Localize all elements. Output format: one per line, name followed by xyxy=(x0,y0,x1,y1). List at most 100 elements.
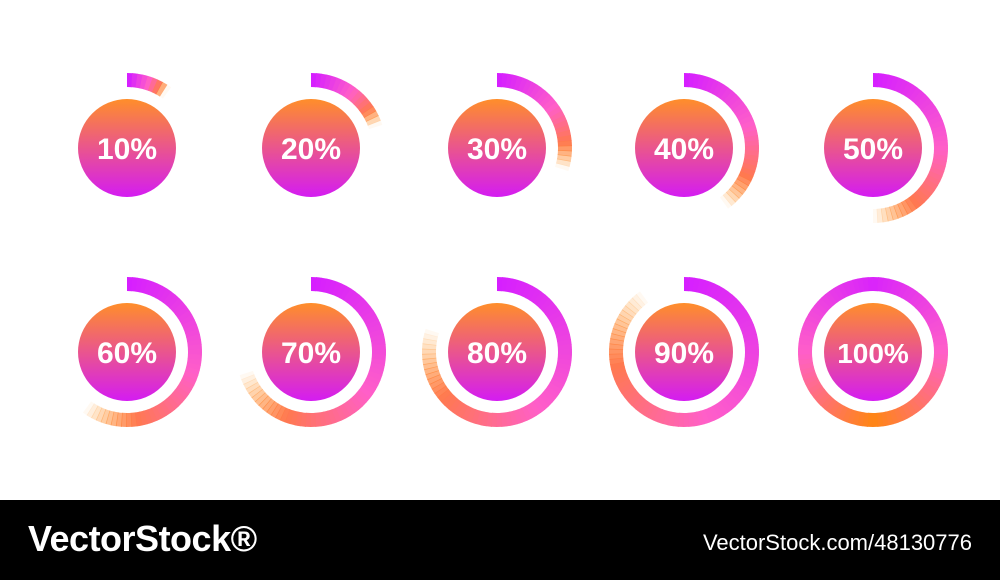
progress-arc-segment xyxy=(925,378,941,391)
progress-arc-segment xyxy=(799,361,814,371)
progress-arc-segment xyxy=(881,277,890,293)
progress-arc-segment xyxy=(315,73,323,88)
progress-arc-segment xyxy=(662,410,672,426)
progress-arc-segment xyxy=(930,162,946,172)
progress-arc-segment xyxy=(877,73,885,88)
progress-arc-segment xyxy=(181,374,197,386)
progress-arc-segment xyxy=(319,277,328,293)
progress-arc-segment xyxy=(923,382,938,395)
progress-arc-segment xyxy=(609,357,624,366)
progress-arc-segment xyxy=(744,338,759,347)
progress-arc-segment xyxy=(424,328,440,338)
progress-arc-segment xyxy=(339,285,352,301)
progress-arc-segment xyxy=(86,403,99,419)
progress-arc-segment xyxy=(688,73,696,88)
progress-label: 60% xyxy=(97,337,157,370)
progress-arc-segment xyxy=(743,154,759,162)
progress-arc-segment xyxy=(901,199,913,215)
progress-arc-segment xyxy=(105,410,115,426)
progress-arc-segment xyxy=(131,277,139,292)
progress-arc-segment xyxy=(139,74,149,90)
progress-arc-segment xyxy=(667,411,676,427)
progress-arc-segment xyxy=(628,297,643,312)
progress-arc-segment xyxy=(363,110,379,122)
progress-arc-segment xyxy=(885,74,895,90)
progress-arc-segment xyxy=(346,291,360,306)
progress-arc-segment xyxy=(315,277,323,292)
progress-arc-segment xyxy=(738,170,754,182)
progress-arc-segment xyxy=(556,358,572,366)
progress-arc-segment xyxy=(535,395,550,410)
progress-arc-segment xyxy=(893,281,905,297)
progress-arc-segment xyxy=(612,323,628,334)
progress-arc-segment xyxy=(842,281,853,297)
progress-arc-segment xyxy=(808,309,823,322)
progress-arc-segment xyxy=(554,162,570,172)
progress-arc-segment xyxy=(346,87,360,102)
progress-arc-segment xyxy=(861,412,869,427)
progress-arc-segment xyxy=(740,166,756,177)
progress-arc-segment xyxy=(542,301,557,316)
progress-arc-segment xyxy=(501,73,509,88)
progress-arc-segment xyxy=(544,386,560,399)
progress-arc-segment xyxy=(361,106,377,119)
progress-arc-segment xyxy=(824,290,838,306)
progress-arc-segment xyxy=(323,74,333,90)
progress-arc-segment xyxy=(716,288,729,304)
progress-arc-segment xyxy=(353,298,368,312)
progress-arc-segment xyxy=(323,278,333,294)
progress-arc-segment xyxy=(248,385,263,399)
progress-arc-segment xyxy=(722,191,737,206)
progress-arc-segment xyxy=(187,338,202,347)
progress-disc xyxy=(262,303,360,401)
progress-arc-segment xyxy=(696,278,706,294)
progress-arc-segment xyxy=(186,362,201,371)
progress-arc-segment xyxy=(908,87,922,102)
progress-arc-segment xyxy=(889,279,900,295)
progress-arc-segment xyxy=(147,77,159,93)
progress-arc-segment xyxy=(368,366,384,376)
progress-arc-segment xyxy=(738,374,754,386)
progress-label: 40% xyxy=(654,133,714,166)
progress-arc-segment xyxy=(245,381,261,394)
progress-arc-segment xyxy=(500,412,508,427)
progress-arc-segment xyxy=(911,395,926,410)
progress-arc-segment xyxy=(131,73,139,88)
progress-arc-segment xyxy=(932,358,948,366)
progress-arc-segment xyxy=(817,297,832,312)
progress-arc-segment xyxy=(921,305,936,319)
progress-arc-segment xyxy=(322,410,332,426)
progress-arc-segment xyxy=(339,403,351,419)
progress-arc-segment xyxy=(731,386,747,399)
progress-arc-segment xyxy=(239,370,255,381)
progress-arc-segment xyxy=(174,386,190,399)
progress-arc-segment xyxy=(884,206,894,222)
progress-arc-segment xyxy=(365,115,381,126)
progress-arc-segment xyxy=(930,124,946,134)
progress-arc-segment xyxy=(801,370,817,381)
progress-arc-segment xyxy=(517,407,528,423)
progress-arc-segment xyxy=(905,84,918,100)
progress-arc-segment xyxy=(847,279,857,295)
progress-arc-segment xyxy=(475,410,485,426)
progress-arc-segment xyxy=(932,158,947,167)
progress-arc-segment xyxy=(423,333,438,342)
progress-arc-segment xyxy=(715,401,729,417)
progress-arc-segment xyxy=(554,328,570,338)
progress-arc-segment xyxy=(856,411,865,427)
progress-disc xyxy=(824,99,922,197)
progress-arc-segment xyxy=(695,410,705,426)
progress-arc-segment xyxy=(556,333,571,343)
progress-arc-segment xyxy=(159,288,172,304)
progress-arc-segment xyxy=(912,294,926,309)
progress-arc-segment xyxy=(904,401,918,417)
progress-arc-segment xyxy=(186,333,201,343)
progress-arc-segment xyxy=(851,410,861,426)
progress-arc-segment xyxy=(719,87,733,102)
progress-arc-segment xyxy=(897,79,909,95)
progress-arc-segment xyxy=(700,75,711,91)
progress-arc-segment xyxy=(557,134,572,143)
progress-arc-segment xyxy=(551,319,567,330)
progress-arc-segment xyxy=(927,170,943,182)
progress-arc-segment xyxy=(151,283,163,299)
